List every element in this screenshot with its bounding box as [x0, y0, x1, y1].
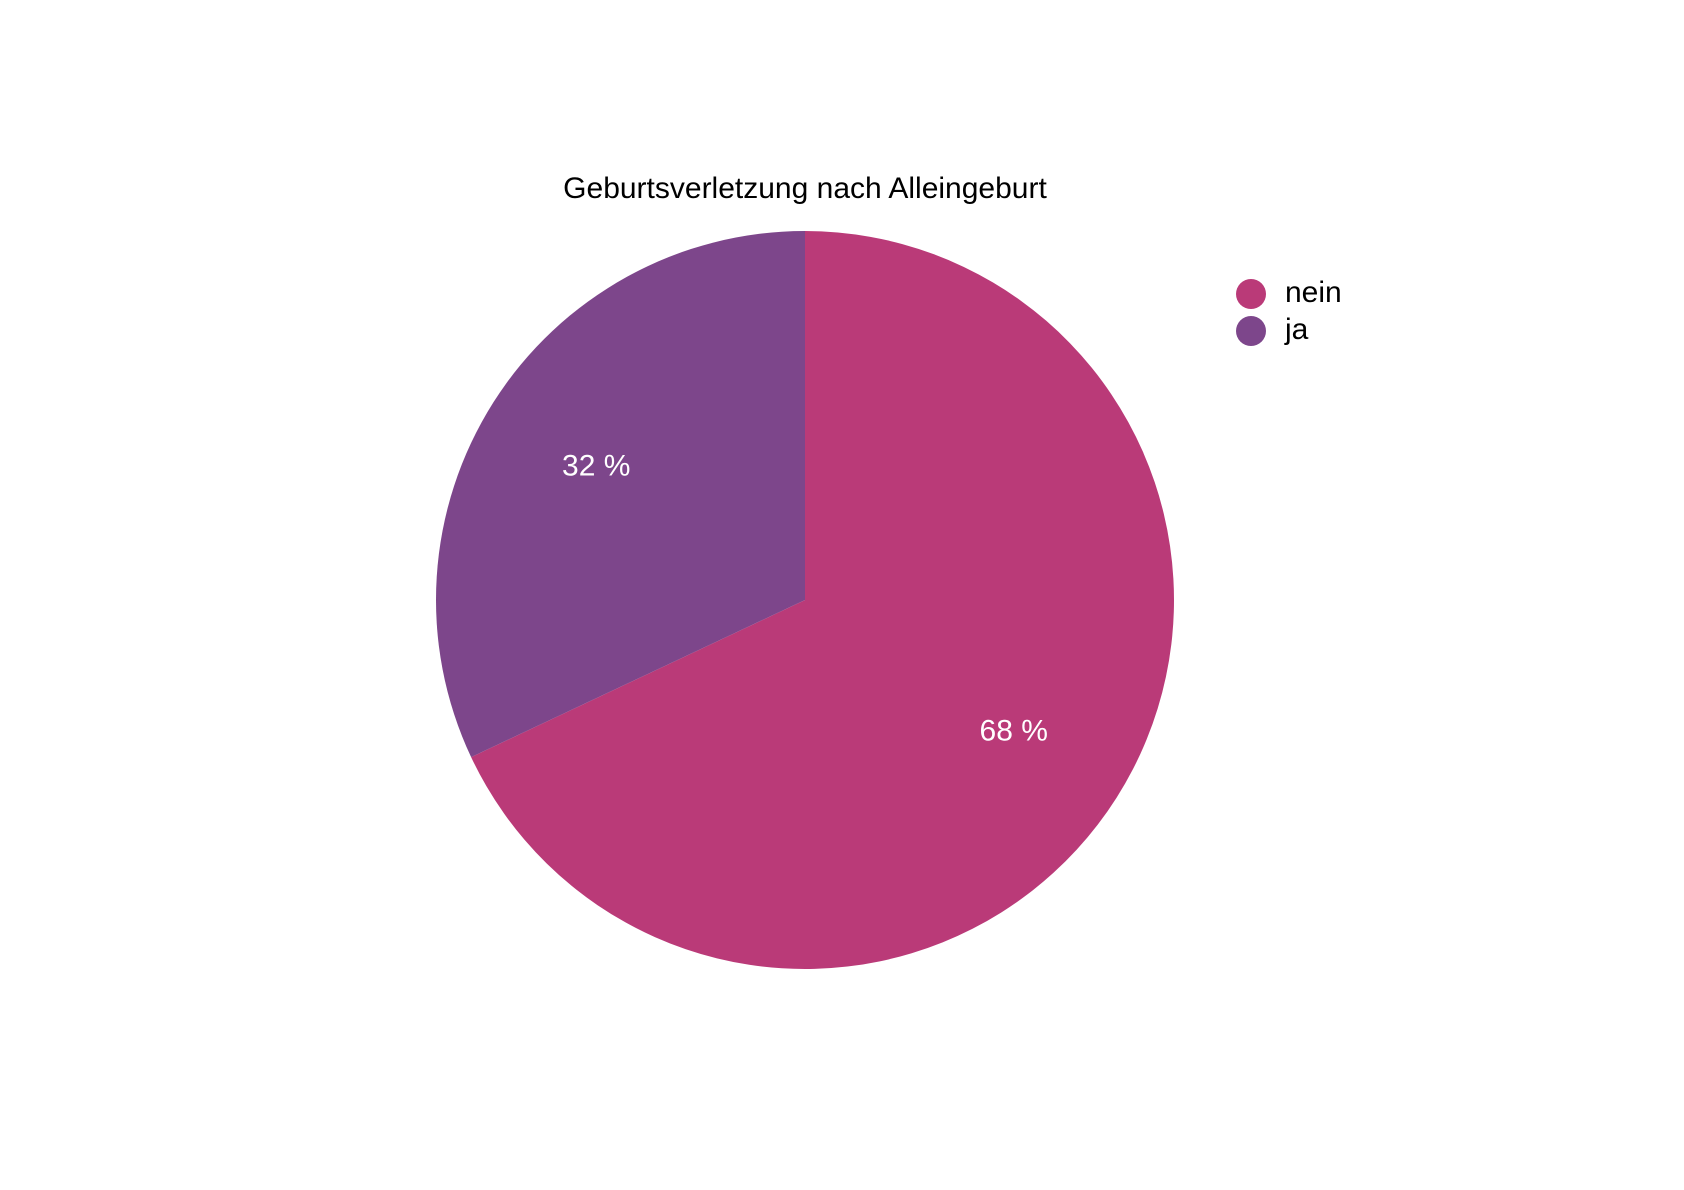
slice-label-ja: 32 %: [562, 449, 630, 482]
legend-label-ja: ja: [1284, 313, 1309, 346]
pie-slice-ja: [436, 231, 805, 758]
legend-marker-ja: [1236, 316, 1266, 346]
legend: nein ja: [1236, 276, 1342, 346]
pie-slices: [436, 231, 1175, 969]
legend-marker-nein: [1236, 279, 1266, 309]
pie-slice-nein: [471, 231, 1175, 969]
chart-title: Geburtsverletzung nach Alleingeburt: [563, 172, 1047, 205]
legend-label-nein: nein: [1285, 276, 1342, 309]
slice-label-nein: 68 %: [980, 714, 1048, 747]
pie-slice-labels: 68 % 32 %: [562, 449, 1048, 747]
